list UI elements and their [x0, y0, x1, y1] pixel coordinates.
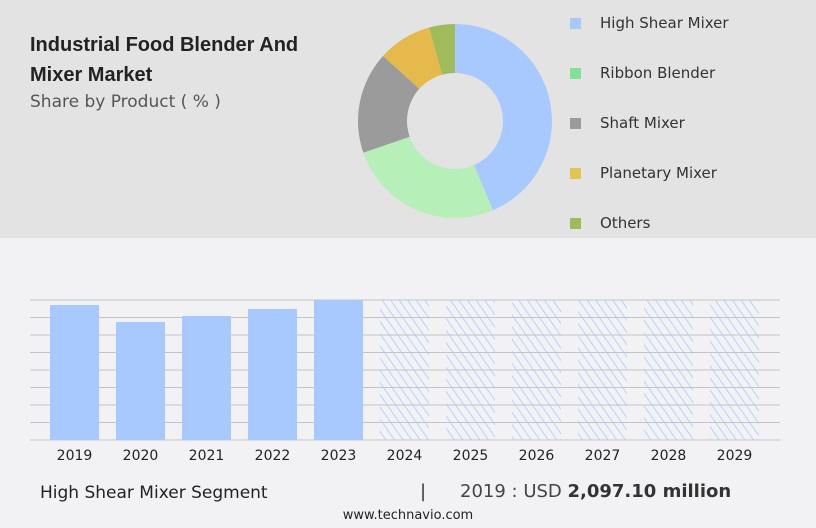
bar-2023: [314, 300, 363, 440]
x-tick-label: 2020: [123, 448, 159, 464]
legend-label: High Shear Mixer: [600, 14, 729, 32]
bar-2022: [248, 309, 297, 440]
legend-swatch: [570, 217, 581, 229]
x-tick-label: 2025: [453, 448, 489, 464]
legend-item: High Shear Mixer: [570, 14, 729, 32]
x-tick-label: 2027: [585, 448, 621, 464]
x-tick-label: 2022: [255, 448, 291, 464]
x-tick-label: 2028: [651, 448, 687, 464]
segment-value: 2019 : USD 2,097.10 million: [460, 481, 731, 502]
bar-2020: [116, 322, 165, 440]
x-tick-label: 2019: [57, 448, 93, 464]
forecast-bar-2025: [446, 300, 495, 440]
legend-item: Planetary Mixer: [570, 164, 717, 182]
bar-chart: 2019 2020 2021 2022 2023 2024 2025 2026 2027 2028…: [30, 299, 780, 464]
bar-2021: [182, 316, 231, 440]
chart-subtitle: Share by Product ( % ): [30, 92, 221, 112]
legend-item: Ribbon Blender: [570, 64, 715, 82]
forecast-bar-2024: [380, 300, 429, 440]
legend-swatch: [570, 117, 581, 129]
x-tick-label: 2021: [189, 448, 225, 464]
donut-slice-shaft-mixer: [358, 55, 420, 153]
donut-slice-planetary-mixer: [383, 27, 443, 89]
separator: |: [420, 481, 427, 502]
legend-swatch: [570, 67, 581, 79]
donut-chart: [358, 24, 552, 218]
donut-slice-ribbon-blender: [363, 136, 493, 218]
bar-2019: [50, 305, 99, 440]
x-tick-label: 2024: [387, 448, 423, 464]
legend-label: Ribbon Blender: [600, 64, 716, 82]
legend-item: Shaft Mixer: [570, 114, 685, 132]
value-amount: 2,097.10 million: [567, 481, 732, 502]
segment-label: High Shear Mixer Segment: [40, 483, 268, 503]
x-tick-label: 2029: [717, 448, 753, 464]
legend-label: Others: [600, 214, 651, 232]
forecast-bar-2028: [644, 300, 693, 440]
value-prefix: 2019 : USD: [460, 481, 568, 502]
x-tick-label: 2023: [321, 448, 357, 464]
legend-swatch: [570, 167, 581, 179]
forecast-bar-2027: [578, 300, 627, 440]
chart-title: Industrial Food Blender And Mixer Market: [30, 34, 299, 86]
x-tick-label: 2026: [519, 448, 555, 464]
website-link[interactable]: www.technavio.com: [342, 508, 474, 523]
donut-slice-others: [429, 24, 455, 75]
legend-item: Others: [570, 214, 650, 232]
legend-label: Planetary Mixer: [600, 164, 717, 182]
forecast-bar-2029: [710, 300, 759, 440]
legend-label: Shaft Mixer: [600, 114, 685, 132]
forecast-bar-2026: [512, 300, 561, 440]
donut-slice-high-shear-mixer: [455, 24, 552, 211]
legend-swatch: [570, 17, 581, 29]
